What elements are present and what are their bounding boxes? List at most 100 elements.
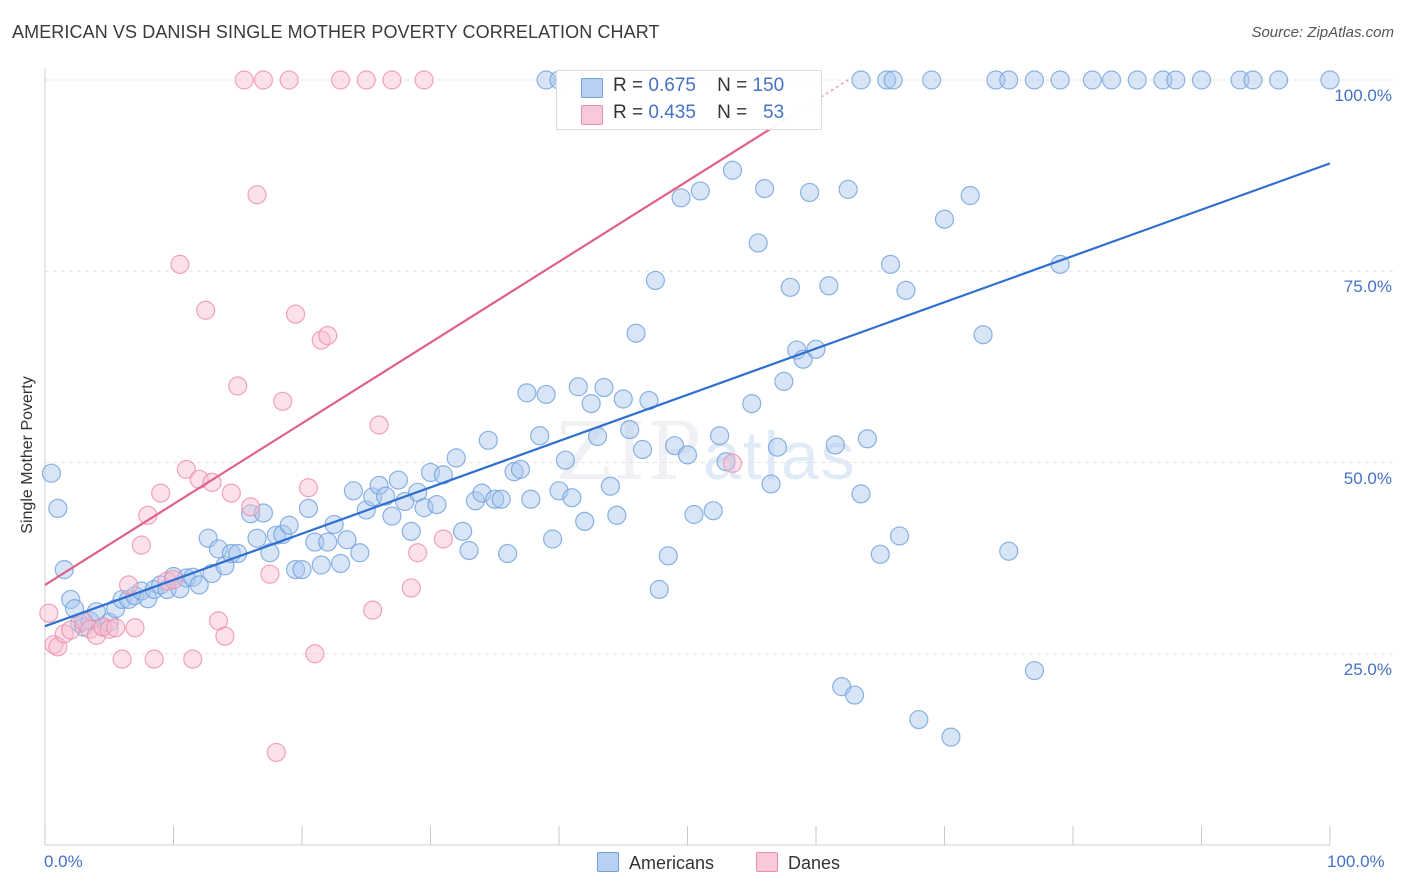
x-tick-label-min: 0.0% bbox=[44, 852, 83, 871]
americans-point bbox=[521, 489, 541, 509]
americans-point bbox=[266, 525, 286, 545]
danes-point bbox=[260, 564, 280, 584]
americans-point bbox=[649, 579, 669, 600]
danes-point bbox=[369, 415, 389, 435]
americans-point bbox=[54, 559, 74, 580]
americans-point bbox=[1050, 70, 1070, 90]
americans-point bbox=[1268, 70, 1289, 90]
americans-point bbox=[934, 209, 955, 229]
americans-point bbox=[581, 393, 601, 414]
americans-n-label: N = bbox=[717, 75, 748, 96]
americans-point bbox=[401, 521, 421, 541]
americans-point bbox=[369, 475, 389, 496]
americans-point bbox=[594, 377, 614, 398]
danes-point bbox=[151, 483, 171, 503]
legend-item-americans[interactable]: Americans bbox=[597, 852, 714, 874]
americans-point bbox=[446, 448, 466, 468]
danes-point bbox=[305, 644, 325, 664]
danes-point bbox=[196, 300, 216, 320]
americans-point bbox=[889, 526, 910, 546]
americans-point bbox=[999, 541, 1019, 561]
danes-point bbox=[330, 70, 351, 90]
americans-point bbox=[530, 426, 550, 446]
americans-point bbox=[748, 233, 768, 253]
americans-point bbox=[311, 555, 331, 575]
legend-americans-swatch bbox=[597, 852, 619, 872]
americans-swatch bbox=[581, 78, 603, 98]
americans-point bbox=[498, 543, 518, 564]
americans-point bbox=[960, 185, 980, 206]
americans-point bbox=[350, 543, 370, 563]
americans-point bbox=[883, 70, 903, 90]
danes-point bbox=[408, 543, 428, 563]
americans-point bbox=[877, 70, 897, 90]
legend-item-danes[interactable]: Danes bbox=[756, 852, 840, 874]
americans-point bbox=[562, 488, 582, 508]
legend-danes-swatch bbox=[756, 852, 778, 872]
americans-point bbox=[620, 420, 640, 440]
americans-point bbox=[1320, 70, 1340, 90]
americans-point bbox=[819, 276, 839, 296]
danes-point bbox=[279, 70, 299, 90]
americans-point bbox=[671, 188, 691, 208]
americans-point bbox=[478, 430, 498, 450]
americans-point bbox=[703, 501, 723, 521]
danes-point bbox=[221, 483, 241, 503]
americans-point bbox=[318, 532, 338, 552]
y-tick-label: 100.0% bbox=[1334, 86, 1392, 105]
danes-point bbox=[247, 185, 267, 205]
americans-point bbox=[896, 280, 916, 300]
danes-point bbox=[318, 325, 338, 346]
danes-point bbox=[285, 304, 306, 324]
americans-point bbox=[658, 546, 678, 566]
danes-point bbox=[118, 575, 139, 595]
danes-trend-line-extension bbox=[789, 79, 849, 117]
danes-point bbox=[382, 70, 402, 90]
stats-row-americans: R = 0.675 N = 150 bbox=[557, 75, 821, 101]
americans-point bbox=[208, 539, 229, 559]
americans-points bbox=[41, 70, 1340, 747]
americans-point bbox=[851, 70, 871, 90]
danes-point bbox=[99, 619, 119, 639]
danes-point bbox=[125, 618, 145, 638]
americans-point bbox=[909, 709, 929, 730]
americans-point bbox=[279, 515, 299, 535]
x-tick-label-max: 100.0% bbox=[1327, 852, 1385, 871]
danes-point bbox=[234, 70, 254, 90]
danes-trend-line bbox=[44, 115, 791, 586]
americans-point bbox=[453, 521, 473, 541]
danes-point bbox=[414, 70, 434, 90]
americans-point bbox=[722, 160, 743, 180]
americans-point bbox=[844, 685, 865, 705]
legend-americans-label: Americans bbox=[629, 853, 715, 873]
americans-point bbox=[632, 439, 653, 460]
danes-point bbox=[266, 742, 286, 763]
danes-point bbox=[273, 391, 293, 411]
americans-point bbox=[575, 511, 595, 532]
americans-point bbox=[330, 553, 351, 574]
americans-point bbox=[1024, 70, 1045, 90]
americans-point bbox=[343, 481, 363, 501]
danes-point bbox=[183, 649, 203, 669]
y-tick-label: 25.0% bbox=[1343, 659, 1392, 679]
y-tick-label: 75.0% bbox=[1343, 277, 1392, 297]
danes-point bbox=[401, 578, 421, 598]
americans-point bbox=[189, 575, 209, 595]
grid-lines bbox=[45, 79, 1395, 655]
americans-point bbox=[941, 727, 961, 747]
danes-point bbox=[253, 70, 274, 90]
americans-point bbox=[799, 182, 820, 203]
danes-r-value: 0.435 bbox=[648, 102, 696, 123]
americans-n-value: 150 bbox=[752, 75, 785, 96]
danes-point bbox=[356, 70, 376, 90]
danes-points bbox=[39, 70, 743, 763]
danes-point bbox=[144, 649, 164, 669]
americans-point bbox=[459, 540, 479, 561]
americans-point bbox=[767, 437, 788, 457]
danes-point bbox=[363, 600, 383, 620]
americans-point bbox=[247, 528, 267, 548]
americans-point bbox=[260, 543, 280, 563]
americans-point bbox=[626, 323, 646, 343]
trend-lines bbox=[44, 79, 1331, 628]
